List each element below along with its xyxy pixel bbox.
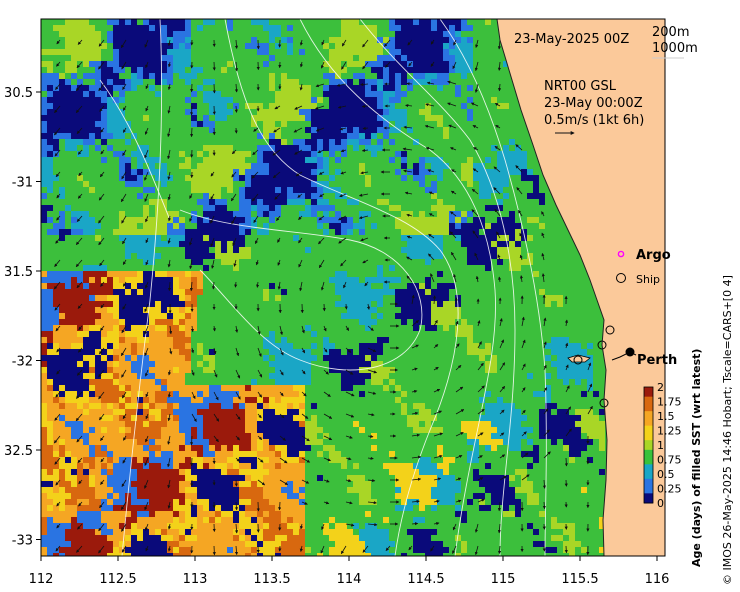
colorbar-tick-label: 1.25 (657, 425, 682, 438)
colorbar-swatch (644, 430, 653, 436)
colorbar-swatch (644, 391, 653, 398)
map-area (41, 19, 665, 556)
credit-text: © IMOS 26-May-2025 14:46 Hobart; Tscale=… (721, 275, 734, 585)
colorbar-swatch (644, 445, 653, 451)
product-line-1: NRT00 GSL (544, 79, 617, 94)
y-tick-label: -31 (12, 176, 33, 191)
colorbar-swatch (644, 406, 653, 412)
contour-line (359, 19, 516, 556)
colorbar-swatches (644, 387, 653, 504)
y-axis: 30.5 -31 31.5 -32 32.5 -33 (4, 86, 41, 549)
x-tick-label: 114.5 (407, 572, 444, 587)
x-tick-label: 112.5 (99, 572, 136, 587)
depth-200-label: 200m (652, 25, 689, 40)
colorbar-swatch (644, 396, 653, 402)
colorbar-tick-label: 1 (657, 439, 664, 452)
colorbar: 2 1.751.5 1.251 0.750.5 0.250 Age (days) of … (643, 349, 703, 567)
colorbar-tick-label: 0.25 (657, 483, 682, 496)
colorbar-swatch (644, 416, 653, 422)
y-tick-label: -32 (12, 355, 33, 370)
x-tick-label: 114 (337, 572, 362, 587)
colorbar-swatch (644, 464, 653, 470)
colorbar-swatch (644, 483, 653, 489)
argo-label: Argo (636, 248, 671, 263)
colorbar-swatch (644, 387, 653, 393)
colorbar-frame (643, 386, 654, 504)
colorbar-tick-label: 0.75 (657, 454, 682, 467)
colorbar-swatch (644, 488, 653, 494)
contour-line (179, 209, 423, 371)
colorbar-swatch (644, 425, 653, 431)
colorbar-swatch (644, 411, 653, 417)
date-label: 23-May-2025 00Z (514, 32, 629, 47)
current-vectors (53, 39, 593, 556)
colorbar-swatch (644, 459, 653, 465)
y-tick-label: -33 (12, 534, 33, 549)
colorbar-swatch (644, 478, 653, 485)
x-tick-label: 113 (183, 572, 208, 587)
colorbar-ticks: 2 1.751.5 1.251 0.750.5 0.250 (657, 381, 682, 510)
colorbar-swatch (644, 454, 653, 460)
map-frame (40, 18, 666, 557)
colorbar-tick-label: 1.5 (657, 410, 675, 423)
depth-1000-label: 1000m (652, 41, 698, 56)
colorbar-title: Age (days) of filled SST (wrt latest) (690, 349, 703, 567)
ship-legend-marker (616, 273, 626, 283)
colorbar-tick-label: 1.75 (657, 396, 682, 409)
x-tick-label: 116 (645, 572, 670, 587)
colorbar-tick-label: 0 (657, 497, 664, 510)
product-line-2: 23-May 00:00Z (544, 96, 643, 111)
x-tick-label: 112 (29, 572, 54, 587)
ship-label: Ship (636, 273, 660, 286)
colorbar-tick-label: 0.5 (657, 468, 675, 481)
argo-marker (617, 250, 625, 258)
contour-line (439, 19, 547, 556)
colorbar-swatch (644, 474, 653, 480)
colorbar-swatch (644, 469, 653, 475)
x-tick-label: 115 (491, 572, 516, 587)
x-axis: 112 112.5 113 113.5 114 114.5 115 115.5 116 (29, 556, 670, 587)
land-mass (497, 19, 665, 556)
ship-marker (573, 355, 583, 365)
colorbar-swatch (644, 449, 653, 456)
contour-line (99, 79, 171, 221)
y-tick-label: 32.5 (4, 444, 33, 459)
colorbar-tick-label: 2 (657, 381, 664, 394)
rottnest-island (567, 354, 591, 363)
y-tick-label: 30.5 (4, 86, 33, 101)
colorbar-swatch (644, 493, 653, 499)
colorbar-swatch (644, 401, 653, 407)
x-tick-label: 113.5 (253, 572, 290, 587)
ship-marker (605, 325, 615, 335)
coastline (496, 19, 608, 556)
perth-marker (625, 347, 635, 357)
contour-line (121, 19, 163, 556)
bathymetry-contours (99, 19, 547, 556)
colorbar-swatch (644, 440, 653, 446)
colorbar-swatch (644, 435, 653, 441)
contour-line (299, 19, 496, 556)
colorbar-swatch (644, 420, 653, 427)
contour-line (224, 19, 459, 556)
colorbar-swatch (644, 498, 653, 504)
x-tick-label: 115.5 (561, 572, 598, 587)
perth-label: Perth (637, 353, 677, 368)
product-line-3: 0.5m/s (1kt 6h) (544, 113, 644, 128)
y-tick-label: 31.5 (4, 265, 33, 280)
